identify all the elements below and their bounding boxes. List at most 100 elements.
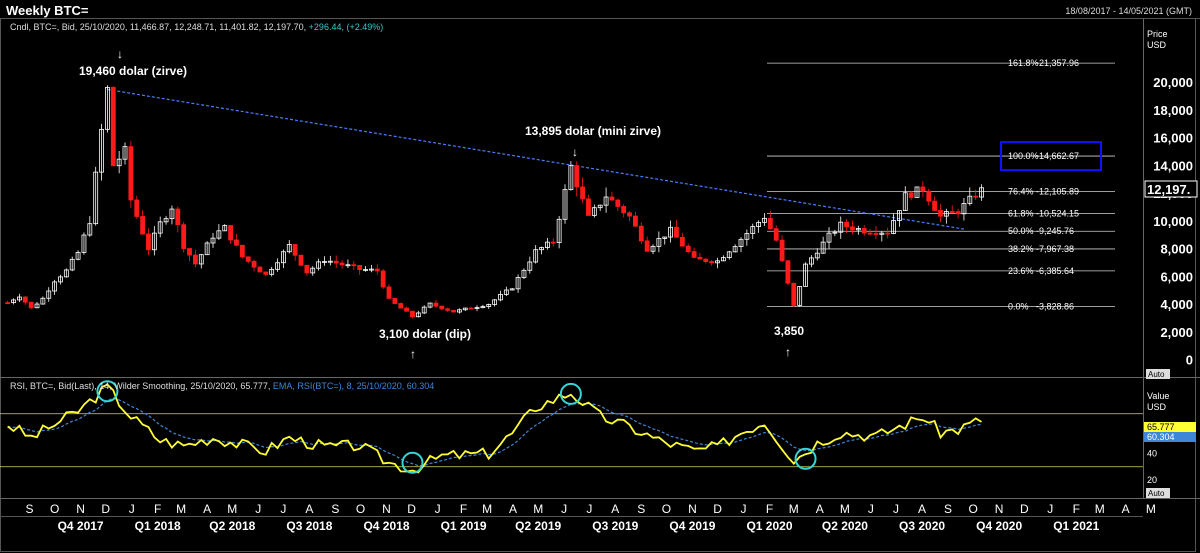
candle-up (63, 269, 69, 278)
fib-level-value: -21,357.96 (1036, 58, 1079, 68)
month-tick-label: N (382, 502, 391, 516)
candle-down (908, 192, 914, 198)
candle-up (204, 242, 210, 256)
rsi-value-label: 65.777 (1147, 422, 1175, 432)
quarter-tick-label: Q4 2020 (976, 519, 1022, 533)
quarter-tick-label: Q1 2020 (746, 519, 792, 533)
candle-down (609, 196, 615, 201)
price-tick-label: 14,000 (1153, 158, 1193, 173)
month-tick-label: A (203, 502, 211, 516)
candle-up (322, 261, 327, 263)
candle-up (738, 238, 744, 247)
candle-up (69, 258, 75, 271)
quarter-tick-label: Q2 2018 (209, 519, 255, 533)
rsi-line (7, 383, 982, 474)
candle-down (128, 146, 134, 201)
price-unit-currency: USD (1147, 40, 1167, 50)
quarter-tick-label: Q3 2020 (899, 519, 945, 533)
low-2020-annotation: 3,850 (774, 324, 804, 338)
month-tick-label: M (533, 502, 543, 516)
quarter-tick-label: Q4 2018 (363, 519, 409, 533)
rsi-legend: RSI, BTC=, Bid(Last), 14, Wilder Smoothi… (10, 381, 434, 391)
date-range: 18/08/2017 - 14/05/2021 (GMT) (1065, 6, 1192, 16)
dip-arrow-icon: ↑ (410, 347, 416, 361)
current-price-label: 12,197. (1147, 182, 1190, 197)
candle-down (926, 190, 932, 202)
price-legend-text: Cndl, BTC=, Bid, 25/10/2020, 11,466.87, … (10, 22, 307, 32)
rsi-ema-value-label: 60.304 (1147, 432, 1175, 442)
candle-down (697, 256, 703, 260)
candle-down (110, 87, 116, 167)
candle-down (850, 226, 855, 231)
month-tick-label: O (968, 502, 977, 516)
low-2020-arrow-icon: ↑ (785, 345, 791, 359)
candle-up (527, 261, 533, 271)
month-tick-label: M (840, 502, 850, 516)
month-tick-label: M (1095, 502, 1105, 516)
candle-down (451, 309, 456, 313)
candle-up (521, 269, 527, 278)
candle-up (562, 189, 568, 220)
month-tick-label: A (816, 502, 824, 516)
candle-down (938, 210, 943, 217)
rsi-highlight-circle (96, 380, 119, 403)
candle-down (386, 286, 392, 299)
fib-level-value: -9,245.76 (1036, 226, 1074, 236)
candle-up (122, 146, 128, 160)
candle-up (732, 246, 738, 253)
candle-down (627, 212, 632, 217)
candle-down (468, 307, 474, 310)
candle-down (615, 199, 621, 207)
mini-peak-annotation: 13,895 dolar (mini zirve) (525, 124, 661, 138)
candle-up (345, 264, 351, 267)
candle-down (861, 228, 867, 234)
candle-down (146, 233, 151, 251)
candle-up (316, 261, 322, 269)
rsi-legend-text: RSI, BTC=, Bid(Last), 14, Wilder Smoothi… (10, 381, 271, 391)
candle-up (814, 252, 820, 259)
candle-up (281, 251, 286, 264)
candle-up (750, 226, 756, 234)
peak-annotation: 19,460 dolar (zirve) (79, 64, 187, 78)
month-tick-label: J (280, 502, 286, 516)
candle-up (462, 307, 468, 311)
candle-up (198, 254, 204, 265)
month-tick-label: F (1073, 502, 1080, 516)
rsi-highlight-circle (559, 382, 582, 405)
month-tick-label: F (766, 502, 773, 516)
candle-down (709, 261, 715, 264)
candle-down (973, 195, 979, 198)
price-auto-button[interactable] (1146, 369, 1170, 379)
candle-down (703, 258, 709, 262)
trendline (107, 88, 965, 230)
price-unit-label: Price (1147, 29, 1168, 39)
candle-up (81, 234, 87, 253)
month-tick-label: A (1122, 502, 1130, 516)
candle-up (539, 247, 544, 251)
candle-up (961, 203, 967, 215)
quarter-tick-label: Q4 2017 (58, 519, 104, 533)
price-tick-label: 0 (1186, 353, 1193, 368)
fib-level-ratio: 161.8% (1008, 58, 1039, 68)
price-tick-label: 20,000 (1153, 75, 1193, 90)
candle-down (773, 228, 779, 241)
candle-up (503, 289, 509, 295)
fib-highlight-box (1000, 141, 1102, 172)
candle-up (492, 299, 498, 305)
candle-up (762, 217, 767, 223)
candle-up (943, 211, 949, 217)
candle-down (920, 186, 926, 192)
candle-down (691, 251, 697, 258)
candle-up (721, 257, 726, 262)
rsi-auto-button[interactable] (1146, 488, 1170, 498)
candle-down (351, 264, 357, 267)
month-tick-label: N (76, 502, 85, 516)
chart-title: Weekly BTC= (6, 3, 89, 18)
month-tick-label: J (893, 502, 899, 516)
month-tick-label: J (561, 502, 567, 516)
month-tick-label: O (356, 502, 365, 516)
candle-down (263, 271, 269, 275)
candle-down (779, 239, 785, 262)
fib-level-ratio: 0.0% (1008, 301, 1029, 311)
candle-up (163, 218, 169, 223)
